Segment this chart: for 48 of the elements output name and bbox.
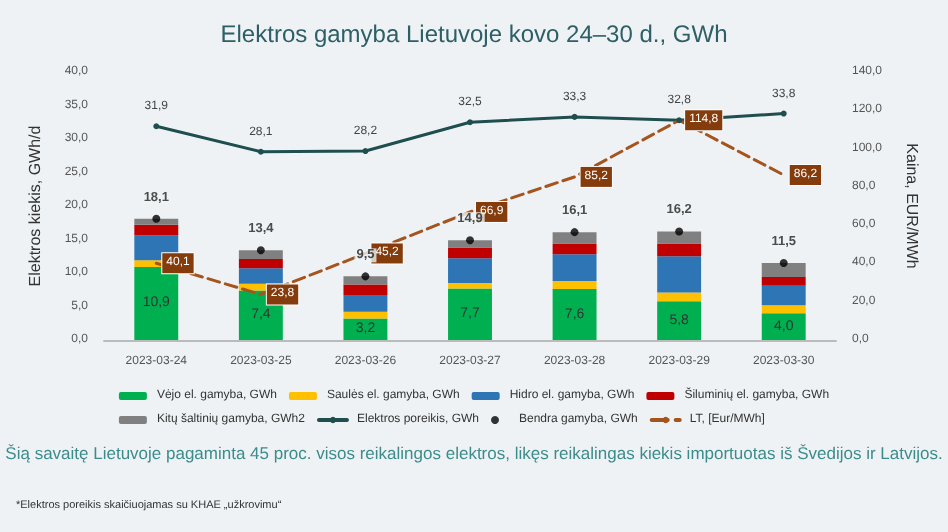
bar: [552, 254, 597, 282]
bar: [552, 281, 597, 290]
bar: [448, 288, 492, 340]
point: [256, 246, 265, 255]
bar: [761, 313, 806, 340]
point: [361, 272, 370, 281]
y2-axis-title: Kaina, EUR/MWh: [903, 143, 921, 269]
line-series: [153, 110, 787, 155]
bar: [657, 243, 702, 257]
bar: [343, 311, 388, 319]
bar: [552, 232, 597, 244]
bar: [761, 262, 806, 278]
bar: [552, 289, 597, 340]
text: Šią savaitę Lietuvoje pagaminta 45 proc. visos reikalingos elektros, likęs reikalingas kiekis importuotas iš Švedijos ir Latvijos.: [5, 443, 943, 463]
bar: [134, 224, 179, 236]
bar: [448, 247, 492, 259]
bar: [552, 243, 597, 255]
point: [257, 148, 264, 155]
bar: [657, 256, 702, 293]
bar: [134, 218, 179, 225]
bar: [238, 268, 283, 284]
bar: [134, 266, 179, 340]
point: [676, 117, 683, 124]
point: [466, 236, 474, 245]
point: [675, 227, 684, 236]
bar: [657, 292, 702, 302]
point: [153, 123, 160, 130]
bar: [448, 283, 492, 289]
y-axis-title: Elektros kiekis, GWh/d: [25, 125, 44, 287]
point: [779, 258, 788, 267]
bar: [238, 250, 283, 259]
bar: [238, 258, 283, 269]
bar: [657, 231, 702, 244]
point: [467, 119, 473, 126]
bar: [761, 277, 806, 286]
bar: [343, 276, 388, 285]
point: [571, 113, 578, 120]
bar: [448, 240, 492, 248]
bar: [657, 301, 702, 340]
chart-title: Elektros gamyba Lietuvoje kovo 24–30 d., GWh: [220, 20, 728, 48]
bar: [448, 258, 492, 284]
point: [570, 228, 579, 237]
point: [362, 148, 369, 155]
point: [152, 214, 161, 223]
bar: [761, 285, 806, 306]
bar: [761, 305, 806, 314]
bar: [343, 295, 388, 312]
bar: [343, 284, 388, 296]
